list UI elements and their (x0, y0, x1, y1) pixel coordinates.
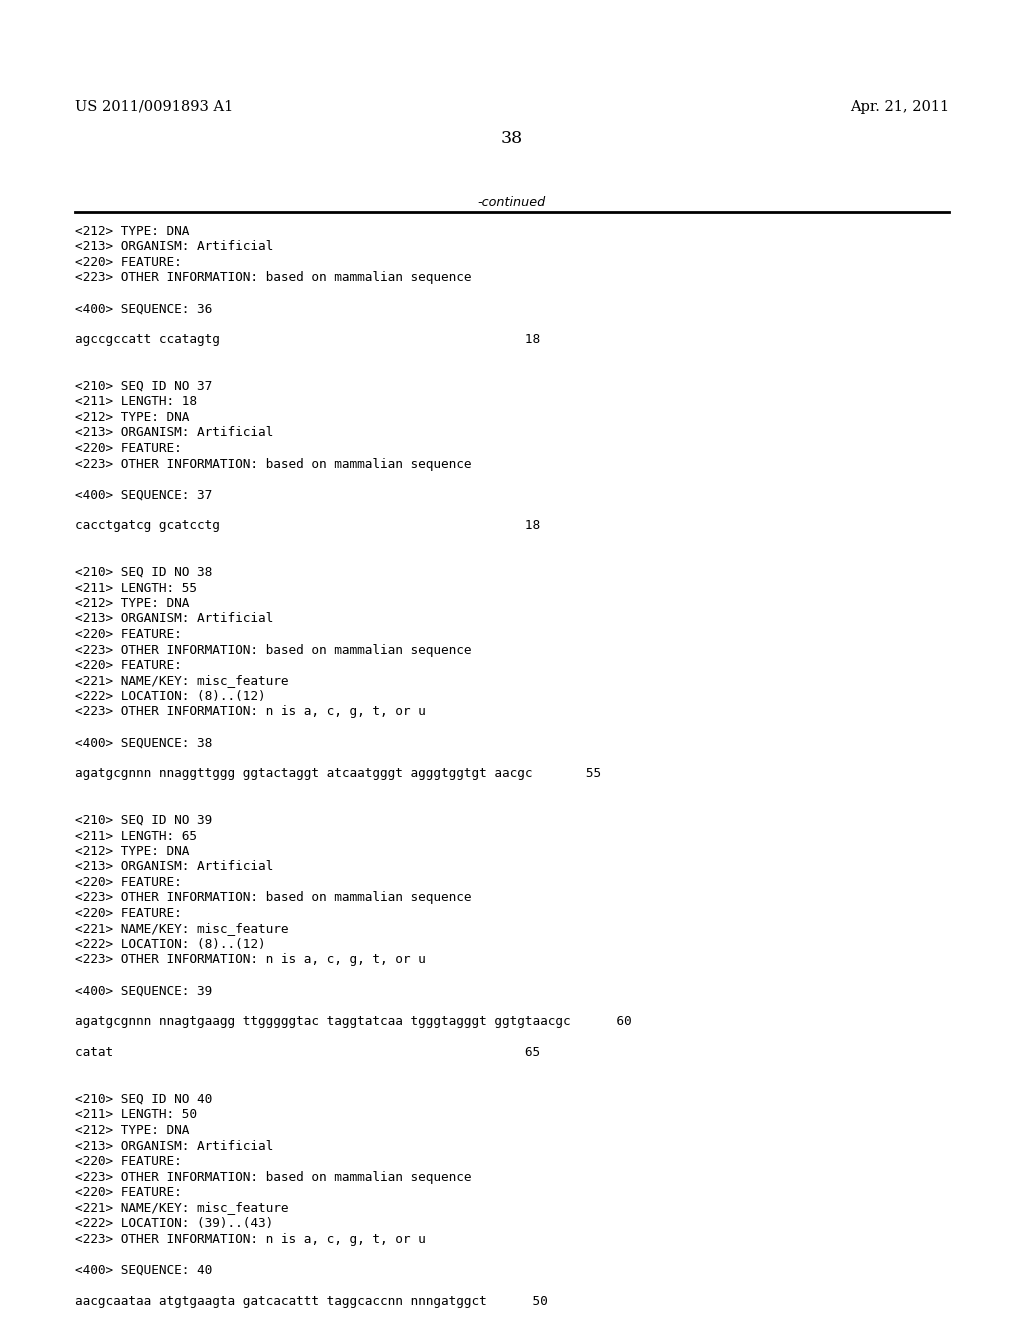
Text: <220> FEATURE:: <220> FEATURE: (75, 628, 181, 642)
Text: <211> LENGTH: 65: <211> LENGTH: 65 (75, 829, 197, 842)
Text: <220> FEATURE:: <220> FEATURE: (75, 1155, 181, 1168)
Text: <210> SEQ ID NO 38: <210> SEQ ID NO 38 (75, 566, 212, 579)
Text: <400> SEQUENCE: 38: <400> SEQUENCE: 38 (75, 737, 212, 750)
Text: <400> SEQUENCE: 40: <400> SEQUENCE: 40 (75, 1263, 212, 1276)
Text: <213> ORGANISM: Artificial: <213> ORGANISM: Artificial (75, 426, 273, 440)
Text: <221> NAME/KEY: misc_feature: <221> NAME/KEY: misc_feature (75, 923, 288, 936)
Text: <212> TYPE: DNA: <212> TYPE: DNA (75, 411, 189, 424)
Text: <210> SEQ ID NO 39: <210> SEQ ID NO 39 (75, 814, 212, 828)
Text: <211> LENGTH: 50: <211> LENGTH: 50 (75, 1109, 197, 1122)
Text: <223> OTHER INFORMATION: based on mammalian sequence: <223> OTHER INFORMATION: based on mammal… (75, 272, 471, 285)
Text: <213> ORGANISM: Artificial: <213> ORGANISM: Artificial (75, 861, 273, 874)
Text: <220> FEATURE:: <220> FEATURE: (75, 1185, 181, 1199)
Text: agatgcgnnn nnagtgaagg ttgggggtac taggtatcaa tgggtagggt ggtgtaacgc      60: agatgcgnnn nnagtgaagg ttgggggtac taggtat… (75, 1015, 632, 1028)
Text: <400> SEQUENCE: 37: <400> SEQUENCE: 37 (75, 488, 212, 502)
Text: <212> TYPE: DNA: <212> TYPE: DNA (75, 845, 189, 858)
Text: <213> ORGANISM: Artificial: <213> ORGANISM: Artificial (75, 1139, 273, 1152)
Text: <223> OTHER INFORMATION: n is a, c, g, t, or u: <223> OTHER INFORMATION: n is a, c, g, t… (75, 1233, 426, 1246)
Text: aacgcaataa atgtgaagta gatcacattt taggcaccnn nnngatggct      50: aacgcaataa atgtgaagta gatcacattt taggcac… (75, 1295, 548, 1308)
Text: <222> LOCATION: (8)..(12): <222> LOCATION: (8)..(12) (75, 690, 265, 704)
Text: <213> ORGANISM: Artificial: <213> ORGANISM: Artificial (75, 612, 273, 626)
Text: agccgccatt ccatagtg                                        18: agccgccatt ccatagtg 18 (75, 334, 540, 346)
Text: <221> NAME/KEY: misc_feature: <221> NAME/KEY: misc_feature (75, 1201, 288, 1214)
Text: <210> SEQ ID NO 40: <210> SEQ ID NO 40 (75, 1093, 212, 1106)
Text: agatgcgnnn nnaggttggg ggtactaggt atcaatgggt agggtggtgt aacgc       55: agatgcgnnn nnaggttggg ggtactaggt atcaatg… (75, 767, 601, 780)
Text: <212> TYPE: DNA: <212> TYPE: DNA (75, 597, 189, 610)
Text: <220> FEATURE:: <220> FEATURE: (75, 256, 181, 269)
Text: <220> FEATURE:: <220> FEATURE: (75, 659, 181, 672)
Text: -continued: -continued (478, 195, 546, 209)
Text: <220> FEATURE:: <220> FEATURE: (75, 442, 181, 455)
Text: 38: 38 (501, 129, 523, 147)
Text: <400> SEQUENCE: 36: <400> SEQUENCE: 36 (75, 302, 212, 315)
Text: cacctgatcg gcatcctg                                        18: cacctgatcg gcatcctg 18 (75, 520, 540, 532)
Text: <223> OTHER INFORMATION: n is a, c, g, t, or u: <223> OTHER INFORMATION: n is a, c, g, t… (75, 705, 426, 718)
Text: <212> TYPE: DNA: <212> TYPE: DNA (75, 1125, 189, 1137)
Text: <221> NAME/KEY: misc_feature: <221> NAME/KEY: misc_feature (75, 675, 288, 688)
Text: <223> OTHER INFORMATION: based on mammalian sequence: <223> OTHER INFORMATION: based on mammal… (75, 1171, 471, 1184)
Text: US 2011/0091893 A1: US 2011/0091893 A1 (75, 100, 233, 114)
Text: <220> FEATURE:: <220> FEATURE: (75, 876, 181, 888)
Text: <223> OTHER INFORMATION: based on mammalian sequence: <223> OTHER INFORMATION: based on mammal… (75, 644, 471, 656)
Text: Apr. 21, 2011: Apr. 21, 2011 (850, 100, 949, 114)
Text: <223> OTHER INFORMATION: based on mammalian sequence: <223> OTHER INFORMATION: based on mammal… (75, 458, 471, 470)
Text: <211> LENGTH: 55: <211> LENGTH: 55 (75, 582, 197, 594)
Text: <400> SEQUENCE: 39: <400> SEQUENCE: 39 (75, 985, 212, 998)
Text: <211> LENGTH: 18: <211> LENGTH: 18 (75, 396, 197, 408)
Text: <222> LOCATION: (8)..(12): <222> LOCATION: (8)..(12) (75, 939, 265, 950)
Text: <223> OTHER INFORMATION: n is a, c, g, t, or u: <223> OTHER INFORMATION: n is a, c, g, t… (75, 953, 426, 966)
Text: catat                                                      65: catat 65 (75, 1047, 540, 1060)
Text: <220> FEATURE:: <220> FEATURE: (75, 907, 181, 920)
Text: <222> LOCATION: (39)..(43): <222> LOCATION: (39)..(43) (75, 1217, 273, 1230)
Text: <212> TYPE: DNA: <212> TYPE: DNA (75, 224, 189, 238)
Text: <210> SEQ ID NO 37: <210> SEQ ID NO 37 (75, 380, 212, 393)
Text: <223> OTHER INFORMATION: based on mammalian sequence: <223> OTHER INFORMATION: based on mammal… (75, 891, 471, 904)
Text: <213> ORGANISM: Artificial: <213> ORGANISM: Artificial (75, 240, 273, 253)
